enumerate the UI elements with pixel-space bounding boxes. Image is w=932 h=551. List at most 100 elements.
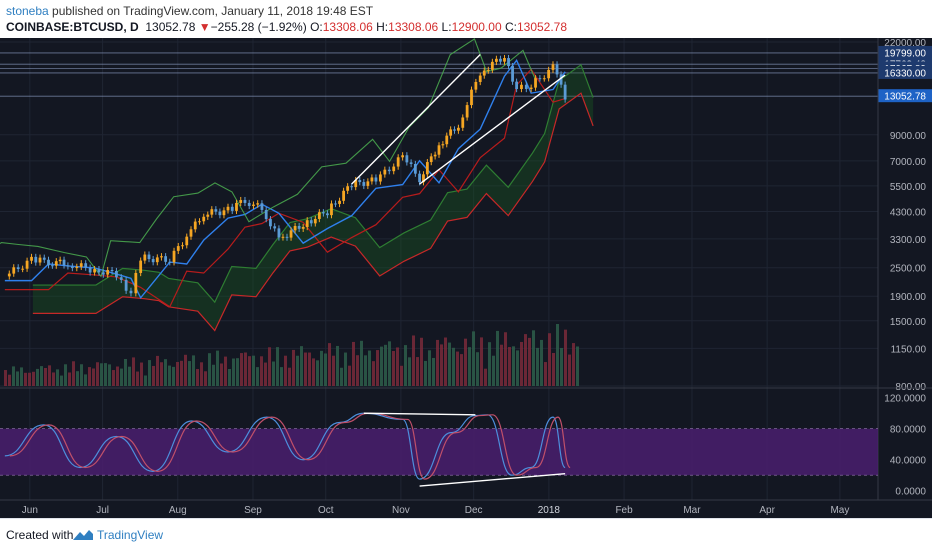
volume-bar — [496, 330, 499, 386]
close-label: C: — [504, 20, 517, 34]
candle-body — [358, 180, 362, 183]
chart-area[interactable]: 22000.00 9000.00 7000.00 5500.00 4300.00 3300… — [0, 38, 932, 518]
volume-bar — [8, 374, 11, 386]
volume-bar — [576, 346, 579, 386]
trend-line — [419, 74, 566, 185]
candle-body — [559, 74, 563, 85]
volume-bar — [424, 360, 427, 386]
volume-bar — [548, 333, 551, 386]
tradingview-brand-link[interactable]: TradingView — [97, 528, 164, 542]
candle-body — [193, 221, 197, 230]
candle-body — [362, 182, 366, 186]
candle-body — [378, 174, 382, 182]
x-axis-tick: Dec — [465, 505, 483, 516]
senkou-span-b-line — [32, 92, 594, 332]
volume-bar — [280, 367, 283, 386]
volume-bar — [44, 367, 47, 386]
candle-body — [75, 266, 79, 269]
candle-body — [409, 162, 413, 164]
volume-bar — [488, 342, 491, 386]
volume-bar — [144, 375, 147, 386]
x-axis-tick: Mar — [683, 505, 701, 516]
volume-bar — [100, 363, 103, 386]
volume-bar — [216, 350, 219, 386]
candle-body — [350, 186, 354, 188]
candle-body — [326, 213, 329, 216]
candle-body — [338, 200, 341, 204]
candle-body — [441, 144, 445, 146]
volume-bar — [196, 369, 199, 386]
candle-body — [38, 257, 42, 263]
candle-body — [243, 200, 247, 203]
volume-bar — [208, 353, 211, 386]
price-axis-tick: 1900.00 — [890, 292, 927, 303]
volume-bar — [524, 334, 527, 386]
candle-body — [214, 209, 218, 212]
candle-body — [176, 246, 180, 251]
price-tag-bg — [878, 89, 932, 103]
candle-body — [495, 58, 498, 62]
volume-bar — [228, 368, 231, 386]
volume-bar — [204, 371, 207, 386]
candle-body — [474, 81, 478, 90]
volume-bar — [116, 366, 119, 386]
candle-body — [189, 229, 193, 237]
volume-bar — [212, 364, 215, 386]
volume-bar — [432, 357, 435, 386]
volume-bar — [168, 365, 171, 386]
volume-bar — [244, 352, 247, 386]
candle-body — [453, 129, 456, 131]
candle-body — [124, 279, 128, 291]
volume-bar — [52, 372, 55, 386]
volume-bar — [324, 353, 327, 386]
candle-body — [418, 173, 421, 183]
volume-bar — [4, 370, 7, 386]
volume-bar — [124, 358, 127, 386]
candle-body — [206, 214, 210, 217]
volume-bar — [348, 365, 351, 386]
price-tag-bg — [878, 45, 932, 59]
candle-body — [437, 145, 441, 155]
candle-body — [289, 230, 293, 238]
volume-bar — [376, 350, 379, 386]
author-link[interactable]: stoneba — [6, 4, 49, 18]
volume-bar — [484, 368, 487, 386]
osc-axis-tick: 40.0000 — [890, 456, 927, 467]
volume-bar — [120, 368, 123, 386]
volume-bar — [172, 366, 175, 386]
volume-bar — [528, 337, 531, 386]
volume-bar — [148, 360, 151, 386]
open-label: O: — [310, 20, 323, 34]
volume-bar — [564, 329, 567, 386]
volume-bar — [200, 362, 203, 386]
volume-bar — [312, 358, 315, 386]
volume-bar — [136, 371, 139, 386]
candle-body — [252, 204, 255, 206]
candle-body — [30, 256, 33, 261]
chart-canvas[interactable]: 22000.00 9000.00 7000.00 5500.00 4300.00 3300… — [0, 38, 932, 518]
x-axis-tick: 2018 — [538, 505, 561, 516]
volume-bar — [408, 357, 411, 386]
candle-body — [256, 203, 260, 205]
footer: Created with TradingView — [0, 518, 932, 551]
price-axis-tick: 1150.00 — [891, 344, 927, 355]
volume-bar — [272, 361, 275, 386]
candle-body — [317, 212, 321, 219]
price-axis-tick: 5500.00 — [890, 182, 927, 193]
last-price: 13052.78 — [145, 20, 196, 34]
volume-bar — [440, 344, 443, 386]
candle-body — [97, 269, 101, 273]
candle-body — [387, 169, 391, 172]
price-tag-label: 19799.00 — [884, 48, 926, 59]
candle-body — [354, 180, 358, 188]
volume-bar — [80, 364, 83, 386]
candle-body — [226, 206, 230, 211]
x-axis-tick: Sep — [244, 505, 262, 516]
candle-body — [321, 212, 325, 214]
volume-bar — [28, 372, 31, 386]
tenkan-sen-line — [4, 59, 566, 300]
volume-bar — [56, 369, 59, 386]
volume-bar — [532, 330, 535, 386]
volume-bar — [492, 355, 495, 386]
candle-body — [79, 263, 83, 267]
